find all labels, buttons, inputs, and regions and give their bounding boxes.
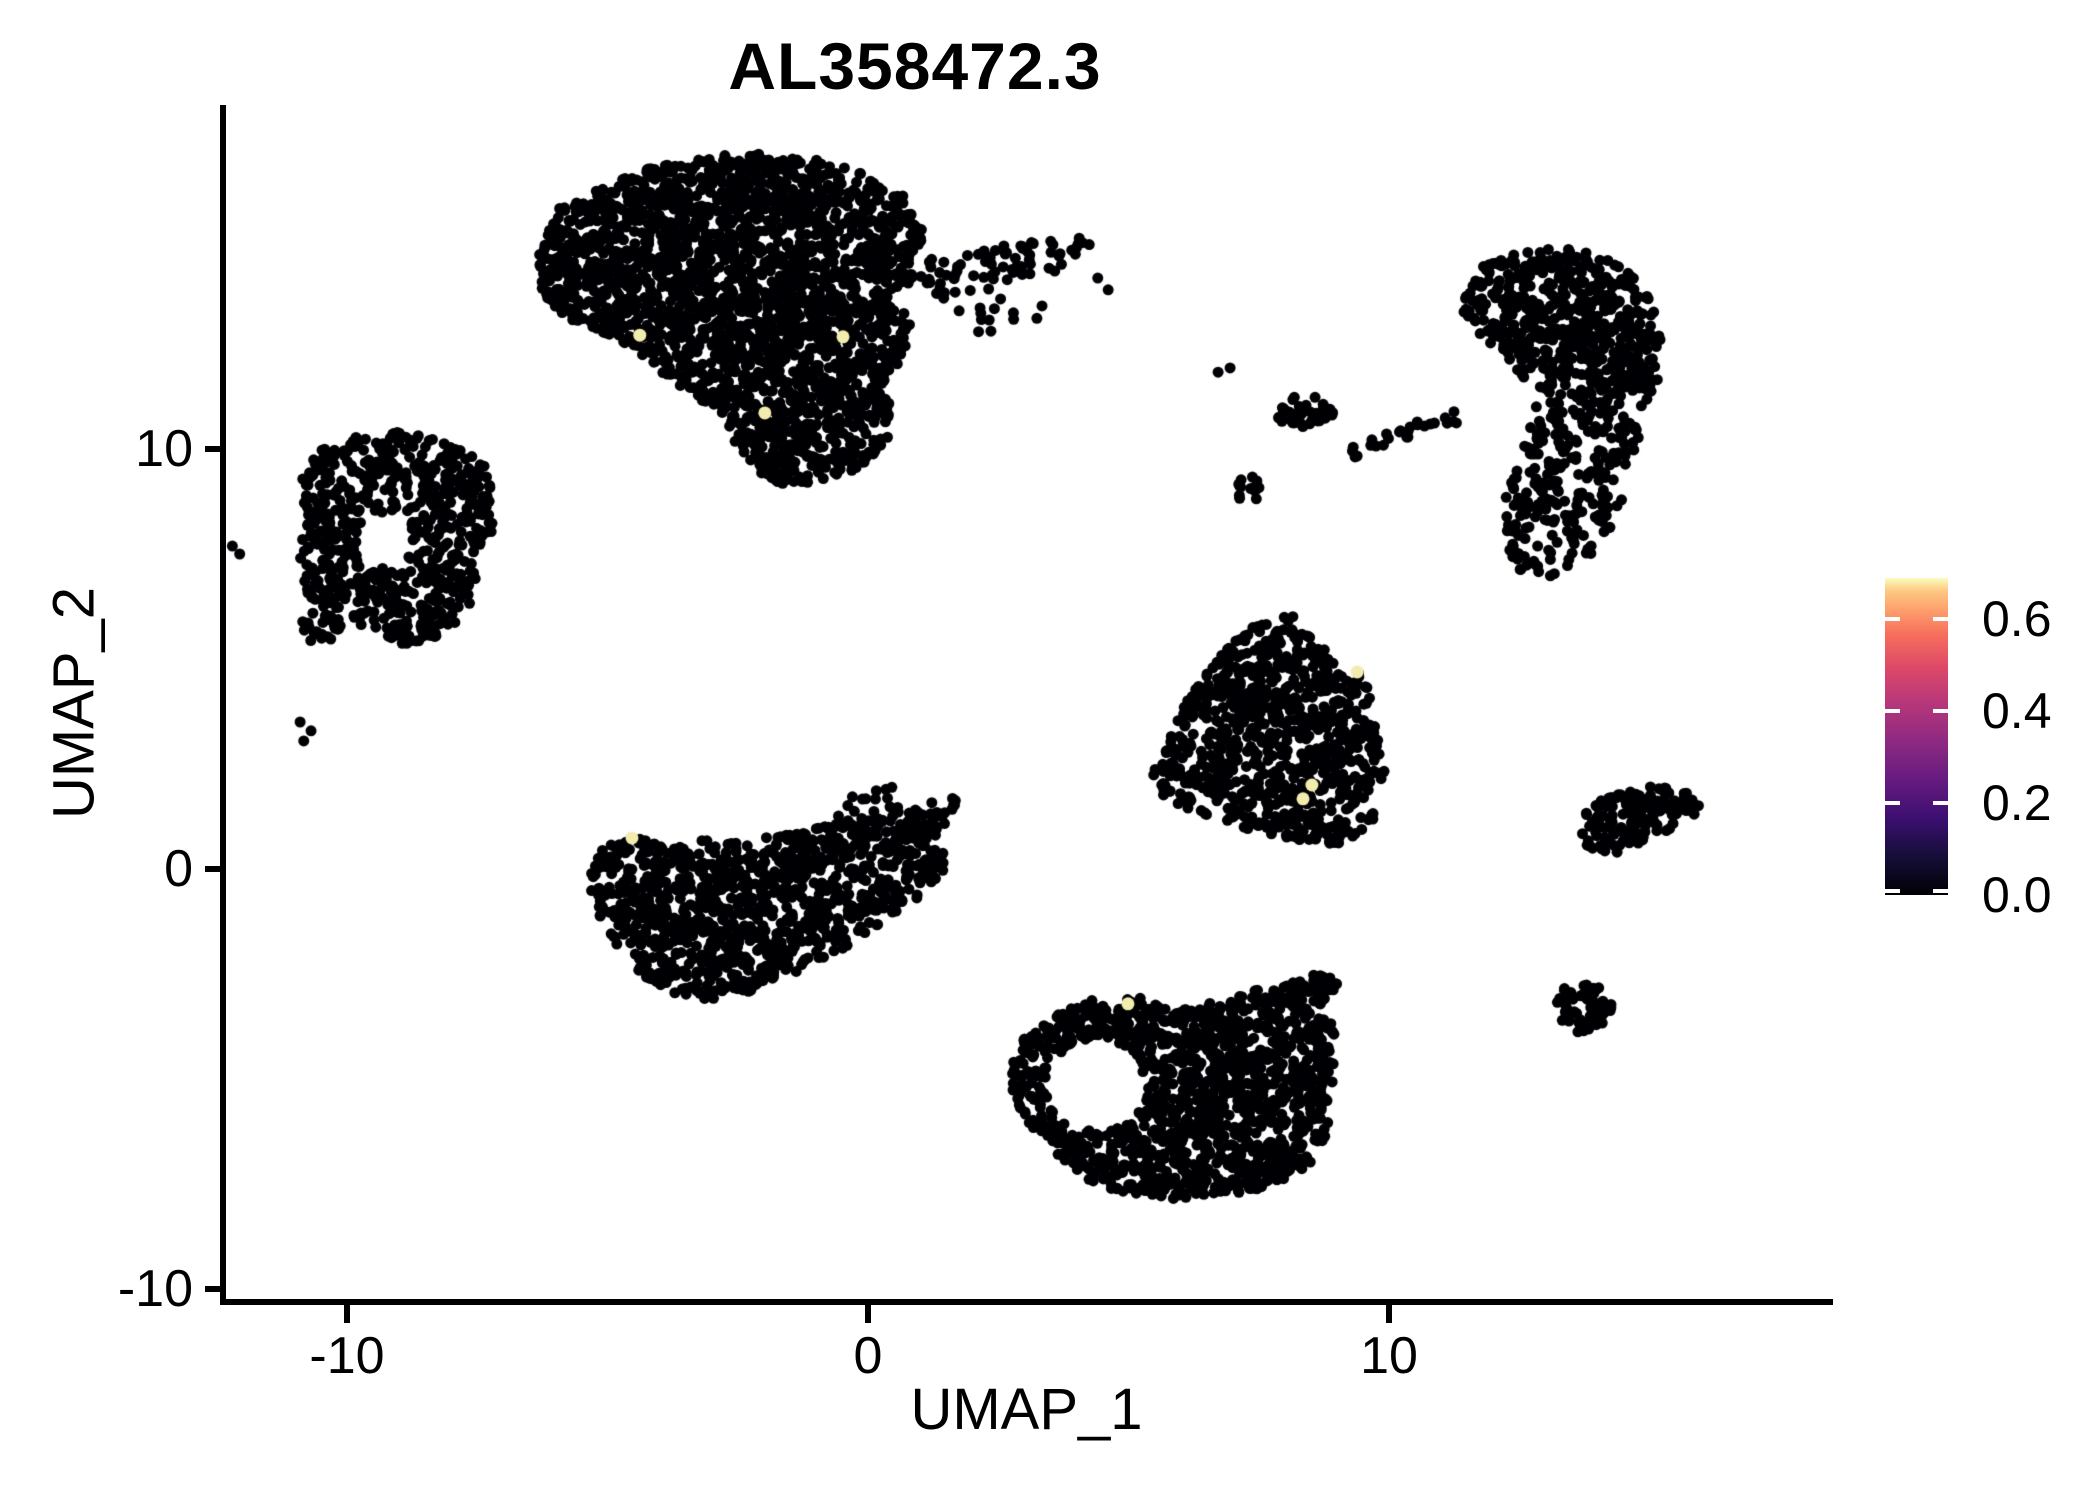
colorbar-tick-mark <box>1933 616 1948 621</box>
legend-tick-label: 0.4 <box>1982 682 2052 739</box>
x-tick-label: 10 <box>1360 1327 1418 1385</box>
legend-tick-label: 0.6 <box>1982 590 2052 647</box>
x-tick-label: -10 <box>309 1327 385 1385</box>
x-tick-mark <box>865 1305 871 1323</box>
plot-title: AL358472.3 <box>728 29 1102 103</box>
colorbar-tick-mark <box>1885 800 1900 805</box>
colorbar-tick-mark <box>1933 800 1948 805</box>
x-axis-line <box>220 1299 1833 1305</box>
y-axis-title: UMAP_2 <box>41 586 107 820</box>
y-tick-mark <box>205 1286 223 1292</box>
y-axis-line <box>220 105 226 1305</box>
x-tick-label: 0 <box>853 1327 883 1385</box>
y-tick-mark <box>205 446 223 452</box>
x-axis-title: UMAP_1 <box>910 1377 1143 1442</box>
y-tick-label: 0 <box>164 840 193 898</box>
x-tick-mark <box>1386 1305 1392 1323</box>
legend-tick-label: 0.2 <box>1982 774 2052 831</box>
y-tick-mark <box>205 866 223 872</box>
colorbar-gradient <box>1885 578 1948 895</box>
legend-tick-label: 0.0 <box>1982 867 2052 923</box>
y-tick-label: -10 <box>117 1260 193 1318</box>
colorbar-tick-mark <box>1933 889 1948 893</box>
colorbar-tick-mark <box>1885 708 1900 713</box>
colorbar-tick-mark <box>1885 889 1900 893</box>
x-tick-mark <box>344 1305 350 1323</box>
colorbar-tick-mark <box>1885 616 1900 621</box>
y-tick-label: 10 <box>135 420 193 478</box>
colorbar-tick-mark <box>1933 708 1948 713</box>
